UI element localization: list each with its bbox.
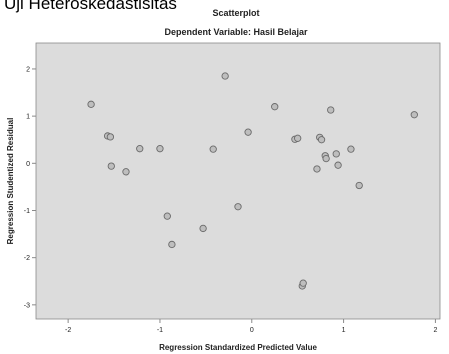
x-axis-label: Regression Standardized Predicted Value: [159, 343, 317, 352]
x-tick-label: 2: [433, 327, 437, 334]
data-point: [410, 111, 418, 119]
data-point: [106, 133, 115, 141]
x-tick-label: -1: [157, 327, 163, 334]
y-tick-label: 2: [26, 66, 30, 73]
x-tick-label: 1: [342, 327, 346, 334]
data-point: [355, 181, 363, 190]
data-point: [199, 224, 207, 233]
chart-subtitle: Dependent Variable: Hasil Belajar: [164, 27, 308, 37]
data-point: [332, 150, 340, 158]
data-point: [322, 154, 330, 163]
data-point: [294, 134, 302, 142]
section-heading: Uji Heteroskedastisitas: [4, 0, 177, 13]
x-tick-label: 0: [250, 327, 254, 334]
data-point: [122, 168, 130, 176]
ticks: -2 -1 0 1 2 -3 -2 -1 0 1 2: [24, 66, 438, 334]
y-tick-label: -1: [24, 208, 30, 215]
x-tick-label: -2: [65, 327, 71, 334]
data-point: [347, 145, 355, 153]
data-point: [136, 145, 144, 153]
data-point: [221, 72, 229, 80]
data-point: [271, 103, 279, 111]
data-point: [209, 145, 217, 153]
data-point: [317, 136, 326, 144]
chart-title: Scatterplot: [212, 8, 259, 18]
y-axis-label: Regression Studentized Residual: [6, 118, 15, 245]
y-tick-label: 1: [26, 114, 30, 121]
data-point: [313, 165, 321, 173]
data-point: [168, 240, 176, 249]
data-point: [87, 100, 95, 108]
data-point: [327, 106, 335, 114]
data-point: [334, 161, 342, 169]
data-point: [156, 145, 164, 153]
y-tick-label: -3: [24, 302, 30, 309]
plot-area: [35, 42, 441, 320]
data-points: [87, 72, 418, 290]
y-tick-label: -2: [24, 255, 30, 262]
data-point: [107, 162, 115, 170]
data-point: [244, 128, 252, 136]
y-tick-label: 0: [26, 161, 30, 168]
data-point: [299, 279, 307, 287]
data-point: [163, 212, 171, 220]
data-point: [234, 203, 242, 211]
